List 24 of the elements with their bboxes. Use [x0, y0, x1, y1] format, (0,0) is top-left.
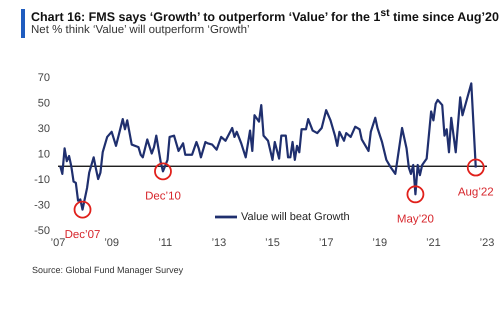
x-tick-label: ’11 — [158, 236, 172, 249]
x-tick-label: ’19 — [372, 236, 388, 249]
y-tick-label: 30 — [38, 122, 50, 135]
x-tick-label: ’07 — [50, 236, 66, 249]
annotation: May’20 — [396, 213, 434, 226]
chart-subtitle: Net % think ‘Value’ will outperform ‘Growth’ — [31, 24, 250, 36]
y-tick-label: -10 — [34, 174, 50, 186]
x-tick-label: ’09 — [104, 236, 120, 249]
y-tick-label: 70 — [38, 72, 50, 84]
annotation: Aug’22 — [458, 186, 494, 199]
y-tick-label: -30 — [34, 199, 50, 212]
x-tick-label: ’17 — [318, 236, 334, 249]
x-tick-label: ’13 — [212, 236, 226, 249]
source-note: Source: Global Fund Manager Survey — [32, 265, 184, 275]
legend-label: Value will beat Growth — [241, 210, 350, 223]
annotation: Dec’07 — [64, 228, 100, 241]
x-tick-label: ’23 — [480, 236, 494, 249]
x-tick-label: ’15 — [265, 236, 280, 249]
chart-title: Chart 16: FMS says ‘Growth’ to outperform ‘Value’ for the 1$^{st}$ time since Aug’20 — [31, 8, 499, 24]
x-tick-label: ’21 — [426, 236, 441, 249]
annotation: Dec’10 — [145, 190, 181, 203]
y-tick-label: 10 — [38, 148, 50, 160]
y-tick-label: 50 — [38, 97, 50, 110]
y-tick-label: -50 — [34, 224, 50, 237]
